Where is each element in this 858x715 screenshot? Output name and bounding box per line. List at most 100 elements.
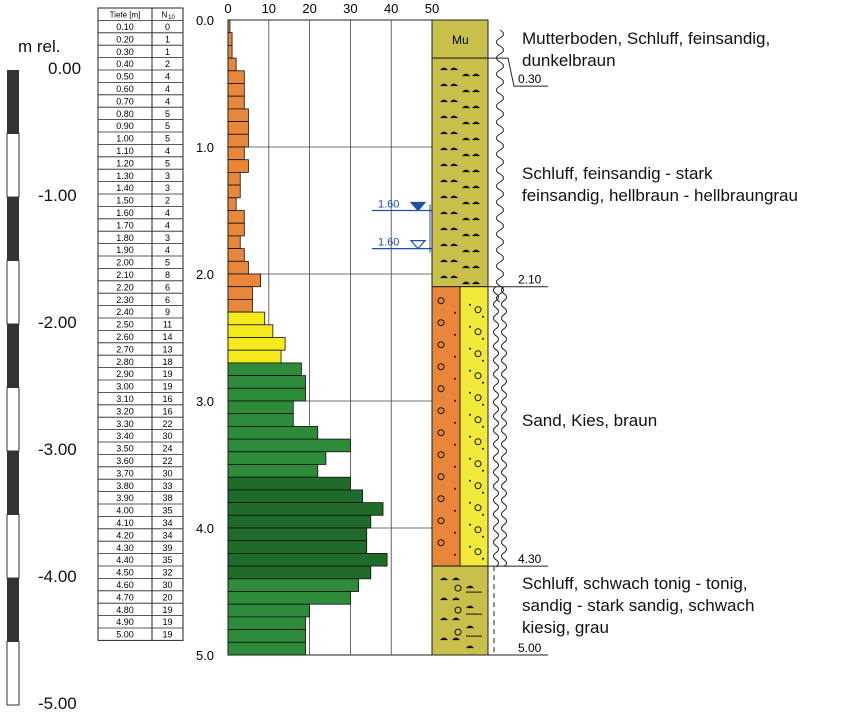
chart-bar <box>227 425 319 440</box>
chart-bar <box>227 514 372 529</box>
gravel-symbol-icon <box>454 628 462 636</box>
boundary-depth-label: 0.30 <box>518 72 542 86</box>
sand-symbol-icon <box>454 531 456 534</box>
silt-symbol-icon <box>452 597 460 601</box>
elevation-label: 0.00 <box>48 59 82 78</box>
table-cell-depth: 4.40 <box>116 555 134 565</box>
table-cell-n: 4 <box>165 245 170 255</box>
table-cell-depth: 2.40 <box>116 307 134 317</box>
sand-symbol-icon <box>469 523 471 526</box>
table-cell-n: 32 <box>162 568 172 578</box>
chart-bar <box>227 197 237 211</box>
layer-description-3: Sand, Kies, braun <box>522 410 657 432</box>
chart-bar <box>227 121 249 135</box>
boundary-depth-label: 4.30 <box>518 552 542 566</box>
silt-symbol-icon <box>450 179 458 183</box>
silt-symbol-icon <box>440 597 448 601</box>
silt-symbol-icon <box>450 211 458 215</box>
table-cell-depth: 3.10 <box>116 394 134 404</box>
elevation-label: -5.00 <box>38 694 77 713</box>
chart-bar <box>227 222 245 237</box>
elevation-label: -4.00 <box>38 567 77 586</box>
table-cell-depth: 3.20 <box>116 406 134 416</box>
sand-symbol-icon <box>482 557 484 560</box>
silt-symbol-icon <box>462 169 470 173</box>
table-cell-depth: 3.00 <box>116 382 134 392</box>
table-cell-depth: 1.10 <box>116 146 134 156</box>
table-cell-depth: 4.90 <box>116 617 134 627</box>
sand-symbol-icon <box>454 333 456 336</box>
elevation-bar-dark-segment <box>7 70 19 134</box>
desc-line: Schluff, schwach tonig - tonig, <box>522 574 748 593</box>
silt-symbol-icon <box>440 259 448 263</box>
table-cell-n: 5 <box>165 158 170 168</box>
elevation-bar-light-segment <box>6 387 20 452</box>
chart-bar <box>227 400 294 415</box>
sand-symbol-icon <box>454 443 456 446</box>
silt-symbol-icon <box>440 211 448 215</box>
silt-symbol-icon <box>450 259 458 263</box>
water-level-label: 1.60 <box>378 237 399 249</box>
silt-symbol-icon <box>450 243 458 247</box>
silt-symbol-icon <box>472 185 480 189</box>
silt-symbol-icon <box>462 153 470 157</box>
chart-depth-tick-label: 4.0 <box>196 521 214 536</box>
gravel-symbol-icon <box>474 526 482 534</box>
silt-symbol-icon <box>440 67 448 71</box>
table-cell-n: 5 <box>165 121 170 131</box>
table-cell-depth: 0.90 <box>116 121 134 131</box>
silt-symbol-icon <box>452 617 460 621</box>
chart-bar <box>227 629 306 643</box>
sand-symbol-icon <box>454 355 456 358</box>
silt-symbol-icon <box>462 137 470 141</box>
silt-symbol-icon <box>472 89 480 93</box>
table-header-depth: Tiefe [m] <box>110 11 141 20</box>
elevation-bar-light-segment <box>6 514 20 579</box>
table-cell-depth: 0.80 <box>116 109 134 119</box>
table-cell-n: 38 <box>162 493 172 503</box>
gravel-symbol-icon <box>454 584 462 592</box>
silt-symbol-icon <box>440 275 448 279</box>
silt-symbol-icon <box>440 147 448 151</box>
table-cell-depth: 0.20 <box>116 34 134 44</box>
table-cell-n: 24 <box>162 444 172 454</box>
table-cell-n: 0 <box>165 22 170 32</box>
elevation-bar-dark-segment <box>7 451 19 515</box>
table-cell-n: 3 <box>165 233 170 243</box>
silt-symbol-icon <box>450 131 458 135</box>
table-cell-n: 30 <box>162 431 172 441</box>
silt-symbol-icon <box>440 637 448 641</box>
table-cell-n: 18 <box>162 357 172 367</box>
profile-layer-sand-left <box>431 286 461 567</box>
gravel-symbol-icon <box>474 350 482 358</box>
desc-line: Sand, Kies, braun <box>522 411 658 430</box>
table-cell-depth: 4.70 <box>116 592 134 602</box>
chart-bar <box>227 616 306 631</box>
silt-symbol-icon <box>462 265 470 269</box>
chart-n-tick-label: 0 <box>224 1 231 16</box>
table-cell-depth: 4.30 <box>116 543 134 553</box>
table-cell-n: 3 <box>165 171 170 181</box>
silt-symbol-icon <box>466 605 474 609</box>
chart-bar <box>227 578 359 592</box>
chart-bar <box>227 311 266 326</box>
table-cell-depth: 1.40 <box>116 183 134 193</box>
chart-bar <box>227 540 368 554</box>
sand-symbol-icon <box>482 403 484 406</box>
chart-bar <box>227 210 245 224</box>
gravel-symbol-icon <box>437 363 445 371</box>
table-cell-depth: 1.00 <box>116 134 134 144</box>
desc-line: Mutterboden, Schluff, feinsandig, <box>522 29 771 48</box>
gravel-symbol-icon <box>437 297 445 305</box>
layer-description-2: Schluff, feinsandig - stark feinsandig, … <box>522 163 798 207</box>
silt-symbol-icon <box>450 99 458 103</box>
elevation-scale-title: m rel. <box>18 37 61 56</box>
table-cell-n: 8 <box>165 270 170 280</box>
elevation-label: -1.00 <box>38 186 77 205</box>
table-cell-n: 2 <box>165 59 170 69</box>
table-cell-n: 34 <box>162 530 172 540</box>
chart-depth-tick-label: 3.0 <box>196 394 214 409</box>
silt-symbol-icon <box>462 185 470 189</box>
silt-symbol-icon <box>462 281 470 285</box>
topsoil-symbol-label: Mu <box>452 33 469 47</box>
